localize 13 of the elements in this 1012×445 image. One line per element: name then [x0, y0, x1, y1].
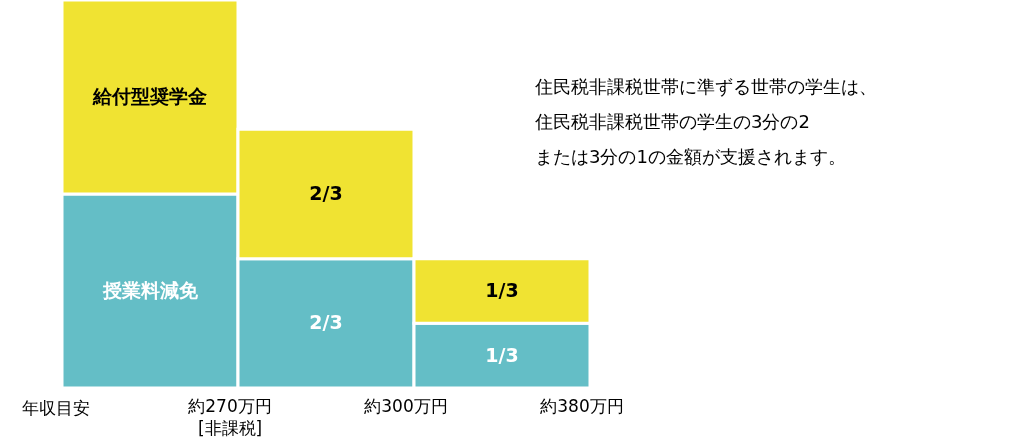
- annotation: 住民税非課税世帯に準ずる世帯の学生は、: [534, 76, 877, 97]
- annotation: または3分の1の金額が支援されます。: [535, 146, 846, 167]
- x-tick-label: 約300万円: [364, 395, 448, 416]
- x-tick-label: 約270万円 [非課税]: [188, 395, 272, 438]
- series-label: 授業料減免: [101, 279, 199, 301]
- series-label: 給付型奨学金: [92, 85, 207, 107]
- data-label: 2/3: [309, 181, 343, 204]
- x-tick-label: 約380万円: [540, 395, 624, 416]
- x-axis-title: 年収目安: [21, 397, 90, 418]
- data-label: 1/3: [485, 343, 519, 366]
- data-label: 1/3: [485, 279, 519, 302]
- data-label: 2/3: [309, 311, 343, 334]
- annotation: 住民税非課税世帯の学生の3分の2: [534, 111, 810, 132]
